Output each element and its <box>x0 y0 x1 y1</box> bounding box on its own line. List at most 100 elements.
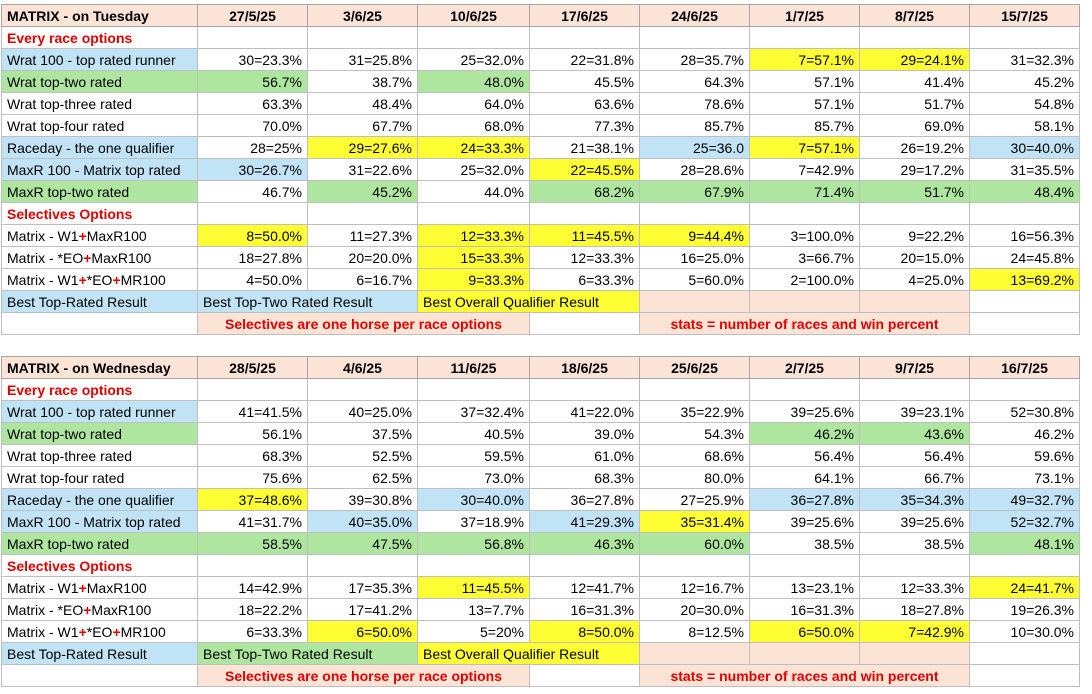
row-label[interactable]: Wrat top-four rated <box>1 466 198 489</box>
value-cell[interactable]: 25=32.0% <box>417 158 530 181</box>
legend-overall[interactable]: Best Overall Qualifier Result <box>417 642 640 665</box>
value-cell[interactable]: 52=30.8% <box>969 400 1080 423</box>
value-cell[interactable]: 56.4% <box>859 444 970 467</box>
value-cell[interactable]: 12=41.7% <box>529 576 640 599</box>
value-cell[interactable]: 28=28.6% <box>639 158 750 181</box>
value-cell[interactable]: 25=36.0 <box>639 136 750 159</box>
value-cell[interactable]: 39=30.8% <box>307 488 418 511</box>
empty-cell[interactable] <box>529 554 640 577</box>
empty-cell[interactable] <box>197 26 308 49</box>
row-label[interactable]: Matrix - W1+*EO+MR100 <box>1 268 198 291</box>
value-cell[interactable]: 46.2% <box>749 422 860 445</box>
empty-cell[interactable] <box>969 378 1080 401</box>
value-cell[interactable]: 18=27.8% <box>197 246 308 269</box>
empty-cell[interactable] <box>197 202 308 225</box>
date-header[interactable]: 18/6/25 <box>529 356 640 379</box>
date-header[interactable]: 2/7/25 <box>749 356 860 379</box>
value-cell[interactable]: 31=35.5% <box>969 158 1080 181</box>
row-label[interactable]: MaxR top-two rated <box>1 532 198 555</box>
value-cell[interactable]: 9=33.3% <box>417 268 530 291</box>
empty-cell[interactable] <box>639 642 750 665</box>
section-label[interactable]: Every race options <box>1 26 198 49</box>
date-header[interactable]: 28/5/25 <box>197 356 308 379</box>
value-cell[interactable]: 15=33.3% <box>417 246 530 269</box>
empty-cell[interactable] <box>639 202 750 225</box>
date-header[interactable]: 9/7/25 <box>859 356 970 379</box>
value-cell[interactable]: 38.7% <box>307 70 418 93</box>
empty-cell[interactable] <box>307 378 418 401</box>
empty-cell[interactable] <box>417 202 530 225</box>
date-header[interactable]: 4/6/25 <box>307 356 418 379</box>
row-label[interactable]: Matrix - W1+MaxR100 <box>1 224 198 247</box>
value-cell[interactable]: 59.6% <box>969 444 1080 467</box>
empty-cell[interactable] <box>859 26 970 49</box>
empty-cell[interactable] <box>307 202 418 225</box>
value-cell[interactable]: 67.9% <box>639 180 750 203</box>
value-cell[interactable]: 78.6% <box>639 92 750 115</box>
value-cell[interactable]: 37.5% <box>307 422 418 445</box>
table-title[interactable]: MATRIX - on Tuesday <box>1 4 198 27</box>
row-label[interactable]: Wrat top-three rated <box>1 444 198 467</box>
value-cell[interactable]: 26=19.2% <box>859 136 970 159</box>
date-header[interactable]: 3/6/25 <box>307 4 418 27</box>
value-cell[interactable]: 12=33.3% <box>529 246 640 269</box>
value-cell[interactable]: 46.7% <box>197 180 308 203</box>
value-cell[interactable]: 39=25.6% <box>859 510 970 533</box>
empty-cell[interactable] <box>529 378 640 401</box>
value-cell[interactable]: 12=16.7% <box>639 576 750 599</box>
row-label[interactable]: Wrat top-two rated <box>1 70 198 93</box>
selectives-note[interactable]: Selectives are one horse per race option… <box>197 664 530 687</box>
value-cell[interactable]: 8=50.0% <box>529 620 640 643</box>
value-cell[interactable]: 7=57.1% <box>749 48 860 71</box>
value-cell[interactable]: 68.3% <box>197 444 308 467</box>
value-cell[interactable]: 35=34.3% <box>859 488 970 511</box>
row-label[interactable]: Wrat top-two rated <box>1 422 198 445</box>
legend-top-rated[interactable]: Best Top-Rated Result <box>1 642 198 665</box>
value-cell[interactable]: 73.1% <box>969 466 1080 489</box>
value-cell[interactable]: 38.5% <box>749 532 860 555</box>
value-cell[interactable]: 63.6% <box>529 92 640 115</box>
value-cell[interactable]: 21=38.1% <box>529 136 640 159</box>
section-label[interactable]: Selectives Options <box>1 554 198 577</box>
value-cell[interactable]: 41.4% <box>859 70 970 93</box>
empty-cell[interactable] <box>749 642 860 665</box>
value-cell[interactable]: 70.0% <box>197 114 308 137</box>
value-cell[interactable]: 51.7% <box>859 92 970 115</box>
empty-cell[interactable] <box>1 312 198 335</box>
value-cell[interactable]: 29=17.2% <box>859 158 970 181</box>
section-label[interactable]: Selectives Options <box>1 202 198 225</box>
value-cell[interactable]: 13=69.2% <box>969 268 1080 291</box>
value-cell[interactable]: 30=40.0% <box>969 136 1080 159</box>
value-cell[interactable]: 69.0% <box>859 114 970 137</box>
date-header[interactable]: 25/6/25 <box>639 356 750 379</box>
value-cell[interactable]: 67.7% <box>307 114 418 137</box>
date-header[interactable]: 1/7/25 <box>749 4 860 27</box>
legend-top-two[interactable]: Best Top-Two Rated Result <box>197 290 418 313</box>
value-cell[interactable]: 3=66.7% <box>749 246 860 269</box>
empty-cell[interactable] <box>749 554 860 577</box>
section-label[interactable]: Every race options <box>1 378 198 401</box>
value-cell[interactable]: 27=25.9% <box>639 488 750 511</box>
value-cell[interactable]: 5=60.0% <box>639 268 750 291</box>
value-cell[interactable]: 48.4% <box>307 92 418 115</box>
date-header[interactable]: 27/5/25 <box>197 4 308 27</box>
empty-cell[interactable] <box>859 378 970 401</box>
value-cell[interactable]: 45.2% <box>307 180 418 203</box>
value-cell[interactable]: 56.4% <box>749 444 860 467</box>
value-cell[interactable]: 41=29.3% <box>529 510 640 533</box>
empty-cell[interactable] <box>1 664 198 687</box>
value-cell[interactable]: 57.1% <box>749 92 860 115</box>
empty-cell[interactable] <box>969 554 1080 577</box>
value-cell[interactable]: 17=35.3% <box>307 576 418 599</box>
value-cell[interactable]: 35=22.9% <box>639 400 750 423</box>
row-label[interactable]: Matrix - W1+MaxR100 <box>1 576 198 599</box>
empty-cell[interactable] <box>417 554 530 577</box>
value-cell[interactable]: 68.0% <box>417 114 530 137</box>
row-label[interactable]: MaxR top-two rated <box>1 180 198 203</box>
value-cell[interactable]: 41=22.0% <box>529 400 640 423</box>
value-cell[interactable]: 8=12.5% <box>639 620 750 643</box>
date-header[interactable]: 16/7/25 <box>969 356 1080 379</box>
value-cell[interactable]: 80.0% <box>639 466 750 489</box>
empty-cell[interactable] <box>529 312 640 335</box>
empty-cell[interactable] <box>529 202 640 225</box>
